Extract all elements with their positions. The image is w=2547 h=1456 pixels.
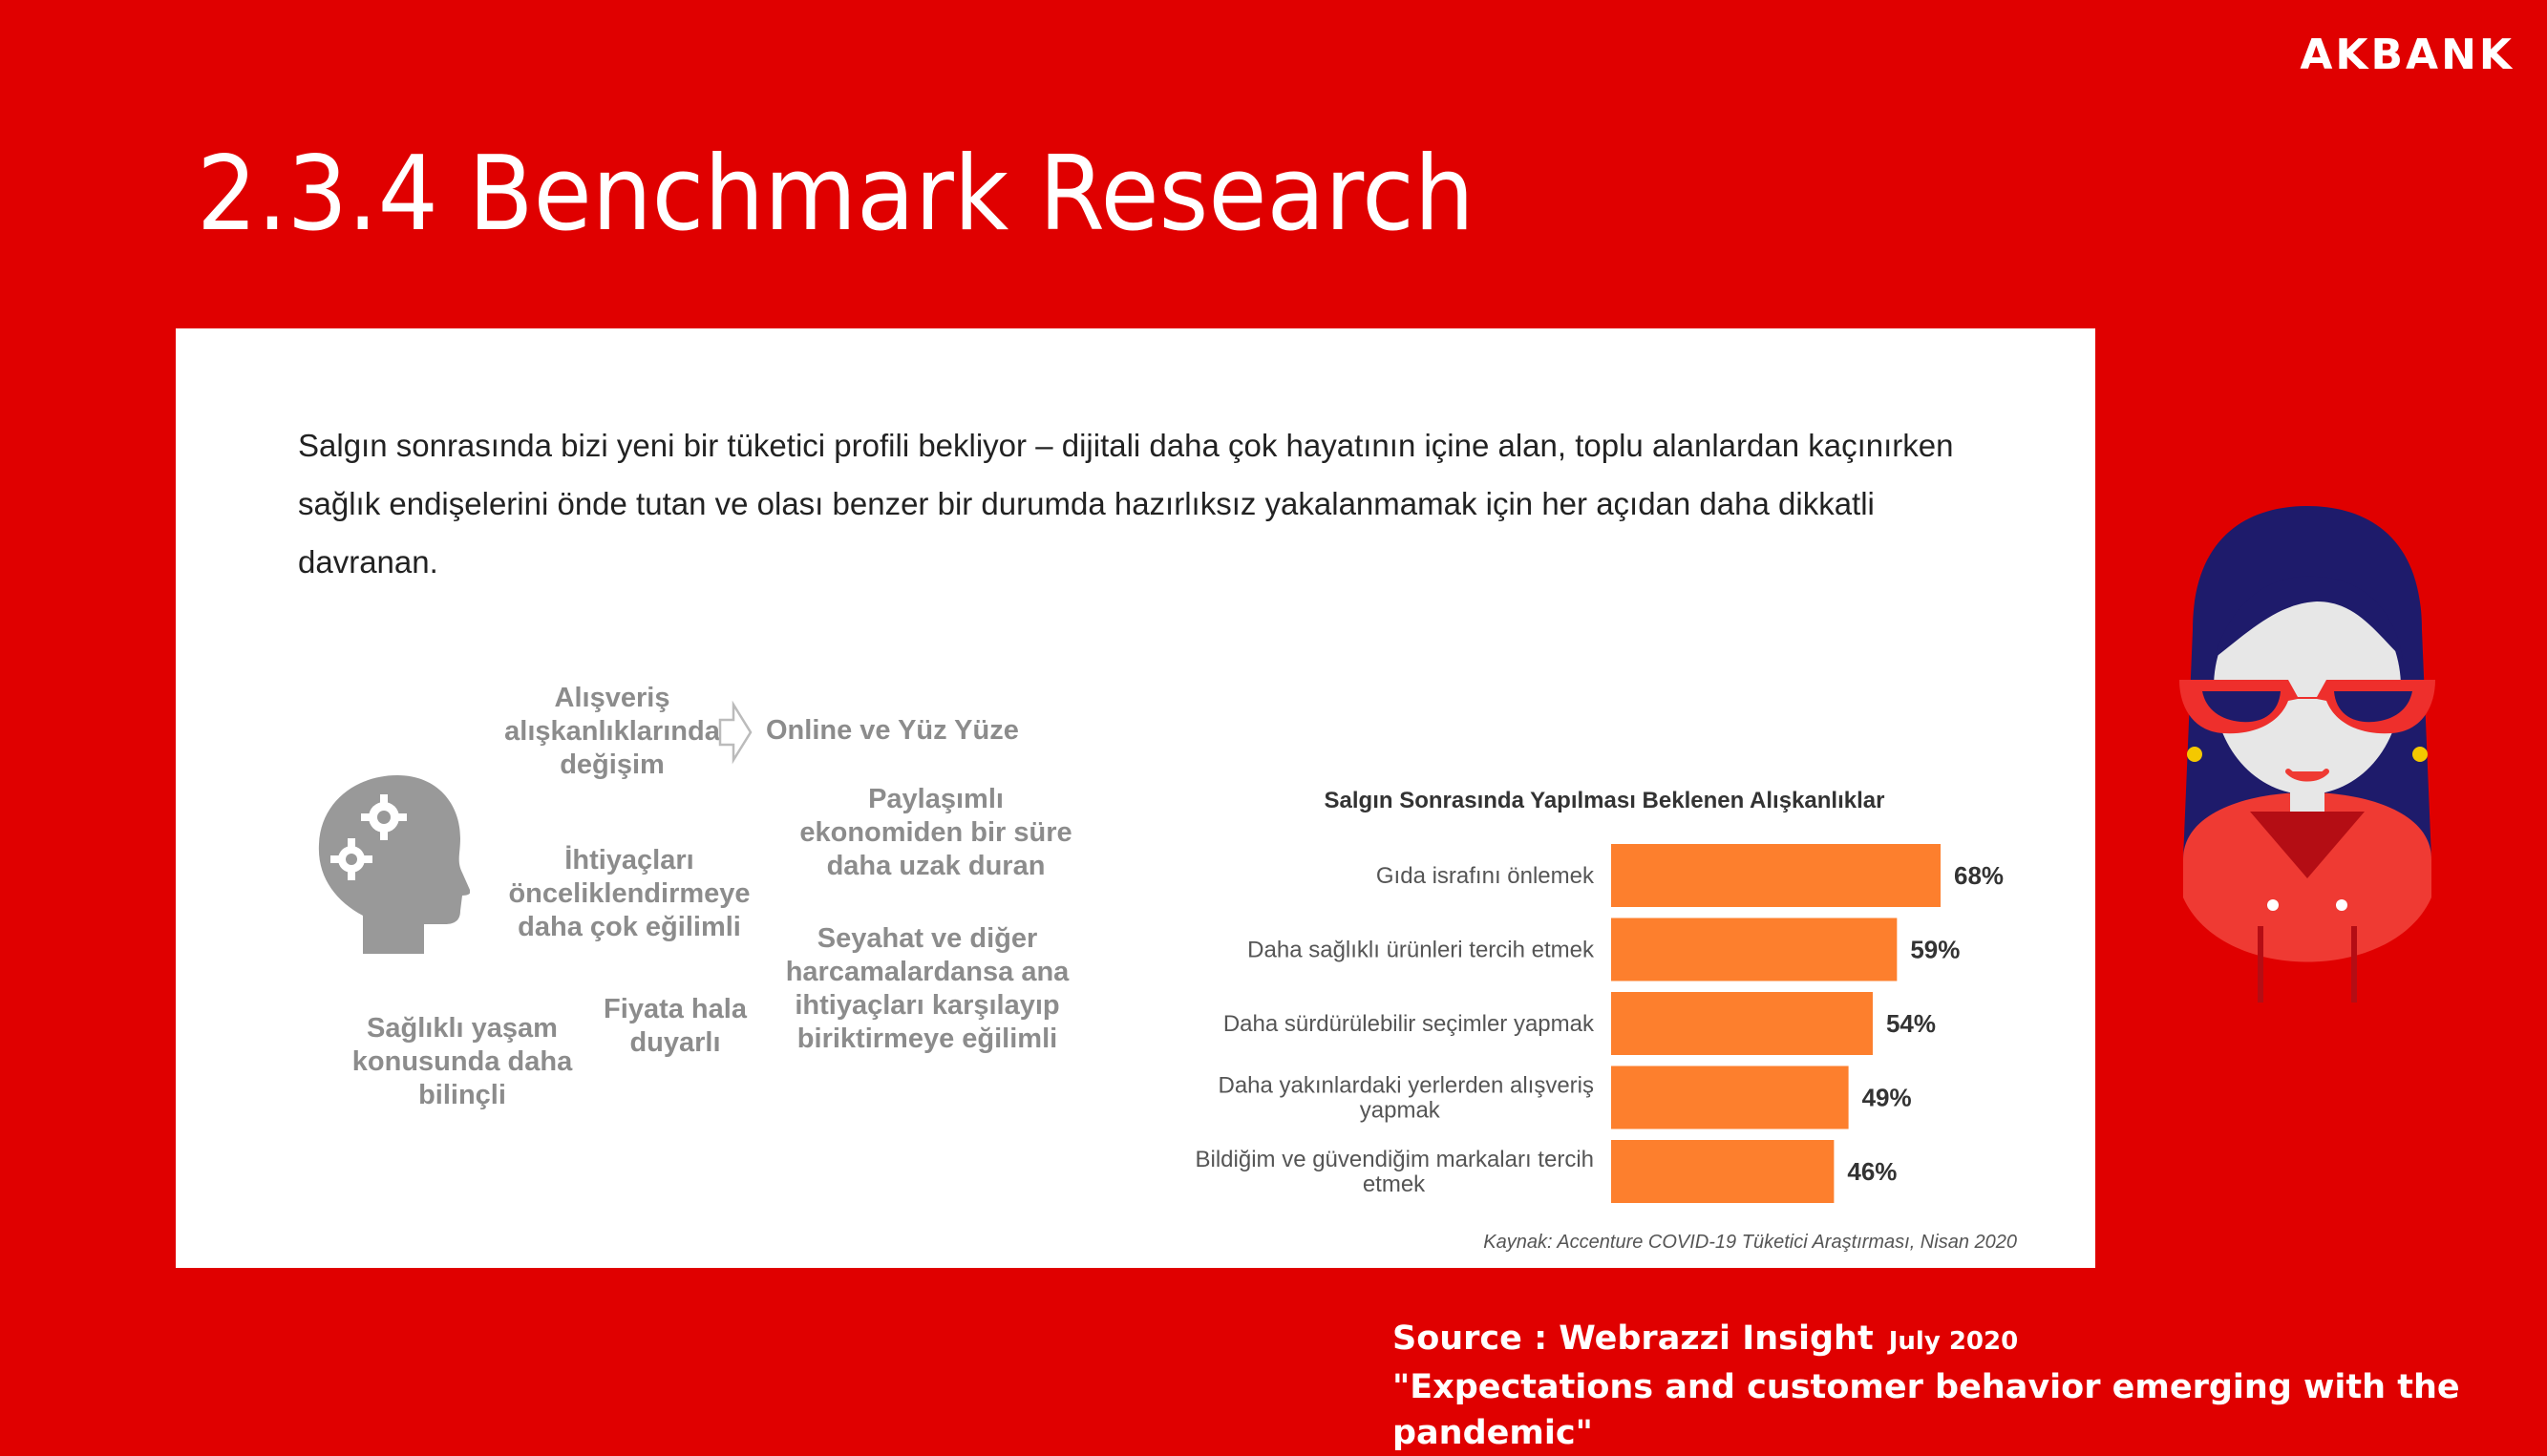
bar-1 (1611, 844, 1941, 907)
label-shared-economy: Paylaşımlı ekonomiden bir süre daha uzak… (799, 784, 1072, 881)
bar-2 (1611, 918, 1898, 981)
footer-source: Source : Webrazzi Insight July 2020 "Expe… (1392, 1316, 2547, 1456)
category-label: Daha sağlıklı ürünleri tercih etmek (1247, 938, 1595, 963)
label-travel-saving: Seyahat ve diğer harcamalardansa ana iht… (785, 923, 1070, 1054)
bar-value-label: 49% (1862, 1084, 1912, 1112)
bar-value-label: 59% (1910, 936, 1960, 964)
bar-value-label: 46% (1847, 1157, 1897, 1186)
bar-5 (1611, 1140, 1835, 1203)
bar-3 (1611, 992, 1873, 1055)
chart-title: Salgın Sonrasında Yapılması Beklenen Alı… (1325, 788, 1885, 813)
page-title: 2.3.4 Benchmark Research (197, 135, 1475, 254)
label-habit-change: Alışveriş alışkanlıklarında değişim (504, 683, 720, 780)
label-health-conscious: Sağlıklı yaşam konusunda daha bilinçli (351, 1013, 573, 1110)
label-price-sensitive: Fiyata hala duyarlı (604, 994, 747, 1058)
category-label: Daha yakınlardaki yerlerden alışveriş yap… (1218, 1073, 1594, 1124)
bar-4 (1611, 1066, 1849, 1129)
label-online-offline: Online ve Yüz Yüze (766, 715, 1019, 746)
intro-text: Salgın sonrasında bizi yeni bir tüketici… (298, 428, 1954, 580)
head-with-gears-icon (318, 775, 470, 954)
arrow-right-outline-icon (718, 700, 753, 765)
habits-bar-chart: Salgın Sonrasında Yapılması Beklenen Alı… (1196, 788, 2004, 1203)
bar-value-label: 68% (1954, 861, 2004, 890)
woman-with-sunglasses-illustration (2179, 506, 2435, 1002)
bar-value-label: 54% (1886, 1009, 1936, 1038)
chart-source-note: Kaynak: Accenture COVID-19 Tüketici Araş… (1483, 1232, 2017, 1253)
category-label: Bildiğim ve güvendiğim markaları tercih e… (1196, 1147, 1595, 1197)
category-label: Gıda israfını önlemek (1376, 863, 1595, 889)
content-panel: Salgın sonrasında bizi yeni bir tüketici… (176, 328, 2095, 1268)
footer-quote: "Expectations and customer behavior emer… (1392, 1368, 2460, 1452)
label-prioritize-needs: İhtiyaçları önceliklendirmeye daha çok e… (508, 845, 751, 942)
footer-date: July 2020 (1888, 1327, 2019, 1356)
category-label: Daha sürdürülebilir seçimler yapmak (1223, 1011, 1595, 1037)
brand-logo: AKBANK (2300, 31, 2515, 79)
footer-source-label: Source : Webrazzi Insight (1392, 1319, 1874, 1358)
